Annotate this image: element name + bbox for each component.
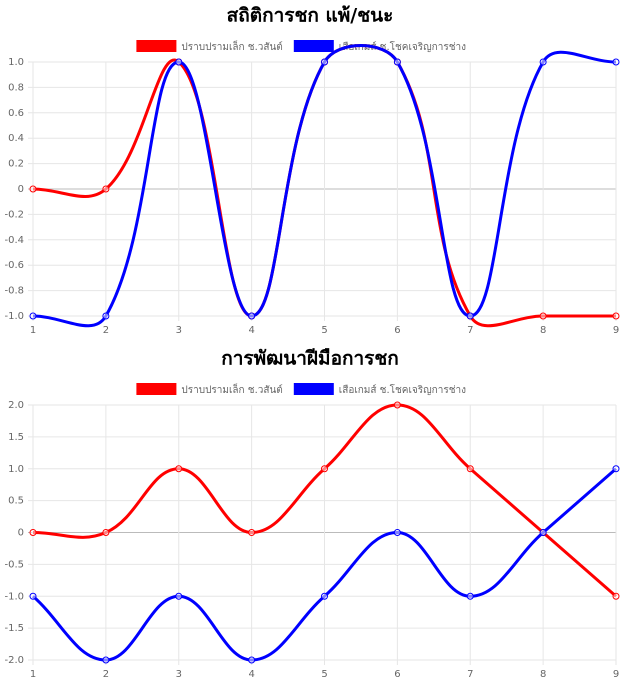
point [102, 529, 110, 536]
point [321, 465, 328, 473]
series-line [32, 44, 617, 328]
point [612, 58, 620, 66]
point [321, 592, 328, 600]
x-tick-label: 5 [321, 325, 327, 336]
y-tick-label: 2.0 [8, 400, 24, 411]
x-tick-label: 1 [30, 669, 36, 680]
point [175, 58, 183, 66]
x-tick-label: 7 [467, 669, 473, 680]
x-tick-label: 8 [540, 325, 546, 336]
x-tick-label: 9 [613, 669, 619, 680]
y-tick-label: 0.8 [8, 82, 24, 93]
legend-swatch [136, 40, 177, 52]
legend-label: ปราบปรามเล็ก ช.วสันต์ [181, 39, 282, 53]
y-tick-label: -2.0 [4, 655, 24, 666]
y-tick-label: 1.0 [8, 57, 24, 68]
y-tick-label: -1.5 [4, 623, 24, 634]
point [321, 58, 328, 66]
chart-title: การพัฒนาฝีมือการชก [221, 348, 399, 370]
x-tick-label: 4 [248, 669, 254, 680]
x-tick-label: 6 [394, 669, 400, 680]
point [393, 529, 401, 536]
legend-swatch [136, 383, 177, 395]
x-tick-label: 7 [467, 325, 473, 336]
point [102, 312, 110, 320]
point [29, 592, 37, 600]
point [466, 592, 474, 600]
x-tick-label: 3 [176, 325, 182, 336]
y-tick-label: 0.2 [8, 159, 24, 170]
point [248, 656, 256, 664]
legend-swatch [293, 40, 334, 52]
point [393, 58, 401, 66]
point [612, 465, 620, 473]
x-tick-label: 2 [103, 325, 109, 336]
y-tick-label: -1.0 [4, 591, 24, 602]
point [539, 58, 547, 66]
y-tick-label: -0.8 [4, 286, 24, 297]
point [393, 401, 401, 409]
y-tick-label: 0.4 [8, 133, 24, 144]
point [248, 312, 256, 320]
point [466, 465, 474, 473]
x-tick-label: 1 [30, 325, 36, 336]
point [175, 465, 183, 473]
point [612, 312, 620, 320]
point [466, 312, 474, 320]
y-tick-label: -1.0 [4, 311, 24, 322]
point [29, 185, 37, 193]
point [29, 312, 37, 320]
legend-label: ปราบปรามเล็ก ช.วสันต์ [181, 382, 282, 396]
point [248, 529, 256, 536]
x-tick-label: 5 [321, 669, 327, 680]
y-tick-label: -0.4 [4, 235, 24, 246]
chart-title: สถิติการชก แพ้/ชนะ [227, 5, 394, 27]
x-tick-label: 8 [540, 669, 546, 680]
point [175, 592, 183, 600]
y-tick-label: -0.6 [4, 260, 24, 271]
y-tick-label: 0 [18, 528, 24, 539]
point [539, 529, 547, 536]
legend-label: เสือเกมส์ ช.โชคเจริญการช่าง [339, 383, 466, 396]
point [102, 185, 110, 193]
y-tick-label: 1.5 [8, 432, 24, 443]
y-tick-label: -0.2 [4, 209, 24, 220]
legend-label: เสือเกมส์ ช.โชคเจริญการช่าง [339, 40, 466, 53]
y-tick-label: 0 [18, 184, 24, 195]
y-tick-label: -0.5 [4, 559, 24, 570]
y-tick-label: 1.0 [8, 464, 24, 475]
point [29, 529, 37, 536]
y-tick-label: 0.6 [8, 108, 24, 119]
x-tick-label: 2 [103, 669, 109, 680]
x-tick-label: 3 [176, 669, 182, 680]
x-tick-label: 6 [394, 325, 400, 336]
point [539, 312, 547, 320]
point [102, 656, 110, 664]
x-tick-label: 9 [613, 325, 619, 336]
x-tick-label: 4 [248, 325, 254, 336]
legend-swatch [293, 383, 334, 395]
point [612, 592, 620, 600]
y-tick-label: 0.5 [8, 496, 24, 507]
